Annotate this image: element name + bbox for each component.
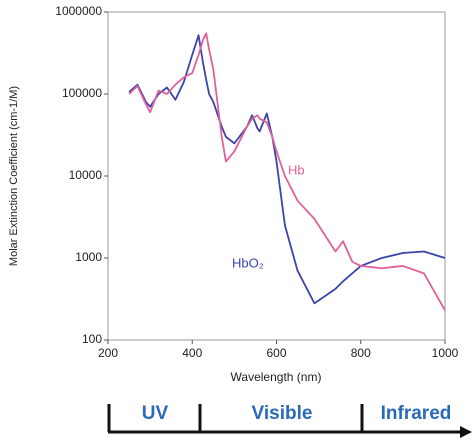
region-label: Infrared bbox=[381, 403, 452, 424]
plot-frame bbox=[107, 11, 446, 341]
y-tick-label: 10000 bbox=[69, 168, 103, 182]
series-line bbox=[128, 32, 446, 311]
y-tick-label: 1000000 bbox=[55, 4, 102, 18]
series-label: Hb bbox=[288, 162, 305, 177]
x-tick-label: 800 bbox=[351, 346, 371, 360]
x-tick-label: 1000 bbox=[432, 346, 459, 360]
x-axis-label: Wavelength (nm) bbox=[231, 370, 322, 384]
y-tick-label: 1000 bbox=[75, 250, 102, 264]
x-tick-label: 600 bbox=[266, 346, 286, 360]
band-arrow bbox=[460, 426, 472, 438]
region-label: UV bbox=[142, 403, 169, 424]
region-label: Visible bbox=[252, 403, 313, 424]
x-tick-label: 200 bbox=[98, 346, 118, 360]
x-tick-label: 400 bbox=[182, 346, 202, 360]
y-axis-label: Molar Extinction Coefficient (cm-1/M) bbox=[8, 86, 20, 266]
y-tick-label: 100000 bbox=[62, 86, 102, 100]
series-label: HbO₂ bbox=[232, 255, 264, 270]
y-tick-label: 100 bbox=[82, 332, 102, 346]
